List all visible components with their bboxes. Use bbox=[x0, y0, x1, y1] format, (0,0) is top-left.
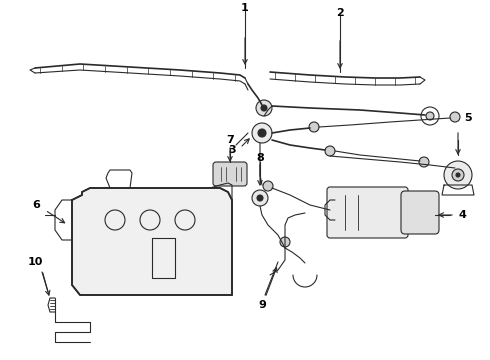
Text: 10: 10 bbox=[27, 257, 43, 267]
FancyBboxPatch shape bbox=[327, 187, 408, 238]
Text: 7: 7 bbox=[226, 135, 234, 145]
Circle shape bbox=[325, 146, 335, 156]
Text: 2: 2 bbox=[336, 8, 344, 18]
Circle shape bbox=[256, 100, 272, 116]
Text: 1: 1 bbox=[241, 3, 249, 13]
Circle shape bbox=[309, 122, 319, 132]
Circle shape bbox=[261, 105, 267, 111]
Circle shape bbox=[456, 173, 460, 177]
Circle shape bbox=[426, 112, 434, 120]
FancyBboxPatch shape bbox=[401, 191, 439, 234]
Circle shape bbox=[419, 157, 429, 167]
Circle shape bbox=[452, 169, 464, 181]
Circle shape bbox=[258, 129, 266, 137]
Text: 4: 4 bbox=[458, 210, 466, 220]
Circle shape bbox=[444, 161, 472, 189]
FancyBboxPatch shape bbox=[213, 162, 247, 186]
Text: 8: 8 bbox=[256, 153, 264, 163]
Circle shape bbox=[257, 195, 263, 201]
Circle shape bbox=[252, 123, 272, 143]
Text: 5: 5 bbox=[464, 113, 472, 123]
Text: 3: 3 bbox=[228, 145, 236, 155]
Text: 9: 9 bbox=[258, 300, 266, 310]
Circle shape bbox=[252, 190, 268, 206]
Polygon shape bbox=[72, 188, 232, 295]
Text: 6: 6 bbox=[32, 200, 40, 210]
Circle shape bbox=[263, 181, 273, 191]
Circle shape bbox=[450, 112, 460, 122]
Circle shape bbox=[280, 237, 290, 247]
